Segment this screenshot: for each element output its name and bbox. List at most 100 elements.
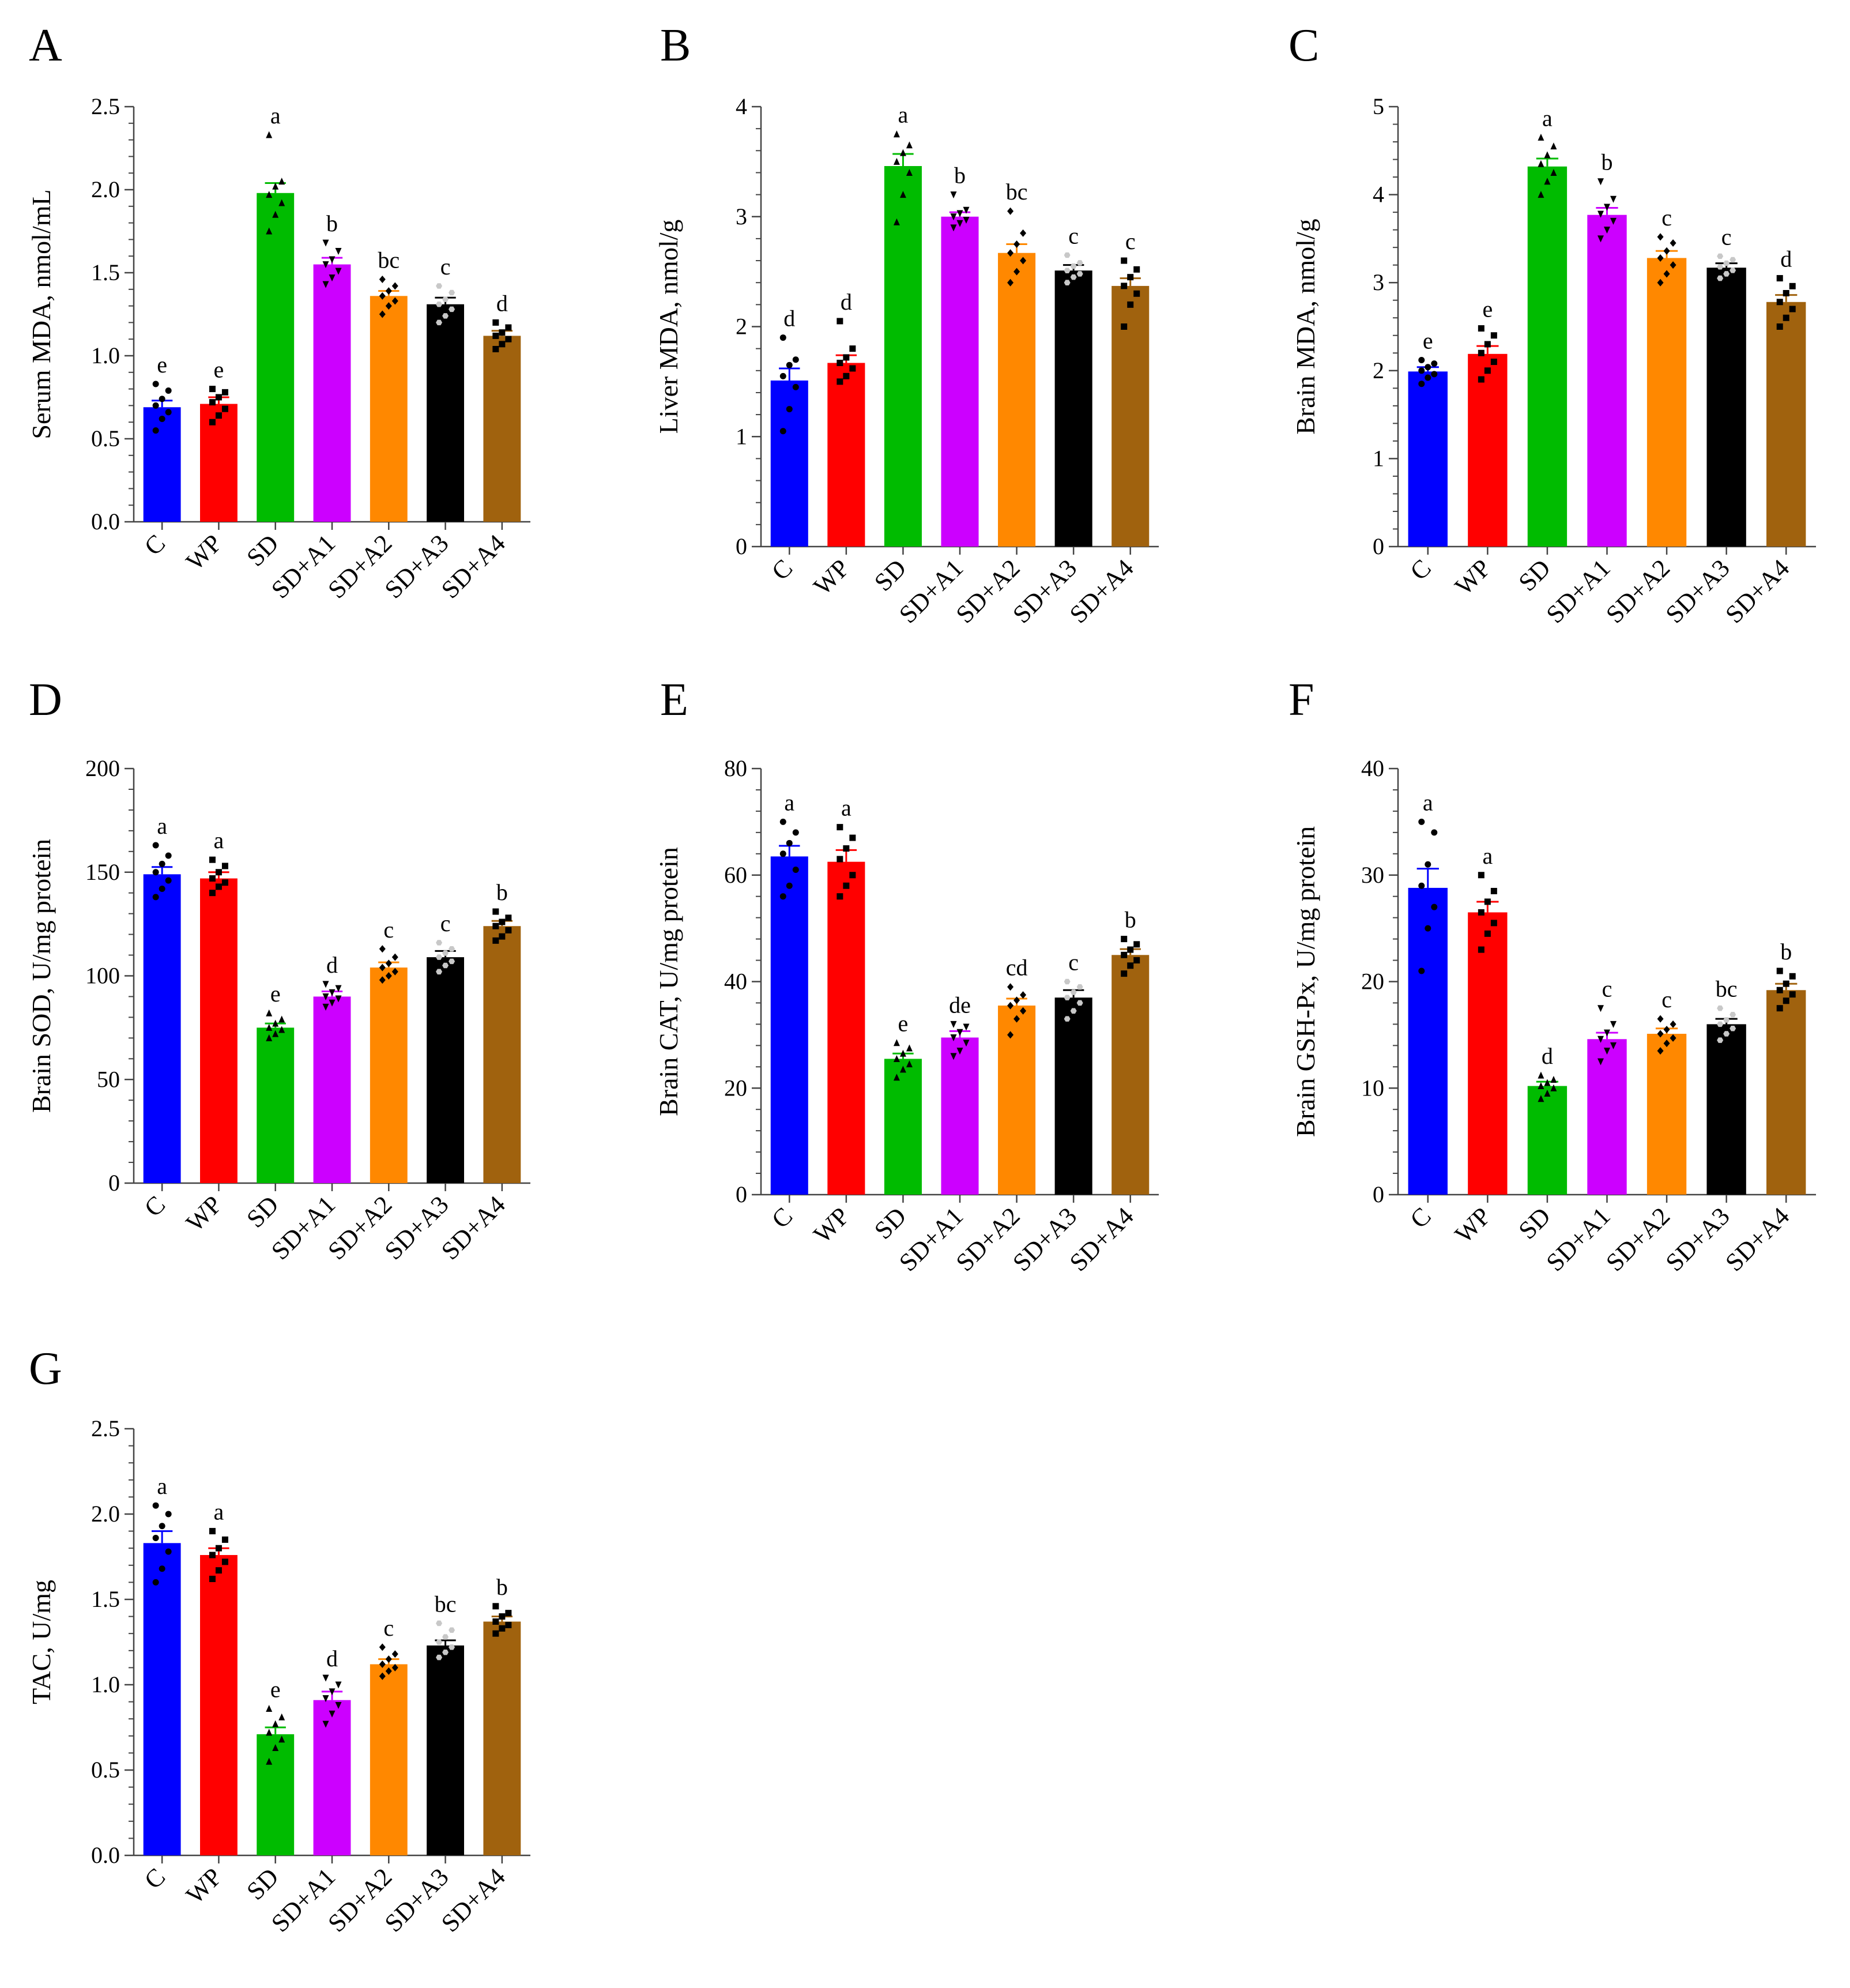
significance-letter: e bbox=[270, 981, 281, 1007]
data-point bbox=[950, 224, 957, 232]
significance-letter: d bbox=[326, 1646, 338, 1671]
data-point bbox=[385, 1667, 392, 1675]
bar-c bbox=[1408, 887, 1448, 1195]
data-point bbox=[492, 908, 499, 915]
bar-sd-a1 bbox=[313, 264, 351, 522]
data-point bbox=[391, 953, 398, 961]
data-point bbox=[492, 345, 499, 352]
data-point bbox=[1070, 1008, 1077, 1014]
y-tick-label: 2.0 bbox=[91, 176, 120, 202]
data-point bbox=[329, 1688, 336, 1696]
data-point bbox=[329, 274, 336, 282]
data-point bbox=[215, 883, 222, 890]
y-axis-title: Serum MDA, nmol/mL bbox=[27, 189, 56, 439]
data-point bbox=[335, 1702, 342, 1710]
data-point bbox=[436, 1654, 443, 1661]
data-point bbox=[266, 131, 273, 138]
data-point bbox=[1776, 987, 1783, 993]
data-point bbox=[322, 239, 329, 247]
bar-sd-a2 bbox=[1646, 258, 1687, 547]
data-point bbox=[272, 1019, 279, 1027]
data-point bbox=[152, 1534, 159, 1541]
data-point bbox=[1604, 204, 1610, 211]
data-point bbox=[1490, 887, 1497, 894]
data-point bbox=[899, 1049, 906, 1057]
y-tick-label: 40 bbox=[724, 969, 747, 995]
significance-letter: d bbox=[326, 952, 338, 978]
data-point bbox=[278, 178, 285, 185]
data-point bbox=[1007, 249, 1014, 257]
data-point bbox=[1723, 1031, 1730, 1037]
data-point bbox=[492, 937, 499, 944]
y-tick-label: 5 bbox=[1373, 93, 1384, 119]
data-point bbox=[1550, 1075, 1557, 1083]
data-point bbox=[209, 856, 216, 863]
data-point bbox=[779, 372, 786, 379]
bar-sd-a2 bbox=[370, 1664, 408, 1855]
data-point bbox=[1789, 973, 1796, 980]
significance-letter: c bbox=[1125, 228, 1136, 254]
data-point bbox=[1597, 235, 1604, 243]
data-point bbox=[1013, 240, 1020, 248]
significance-letter: c bbox=[1068, 950, 1079, 976]
bar-sd-a2 bbox=[998, 253, 1036, 547]
data-point bbox=[1007, 207, 1014, 215]
data-point bbox=[1717, 275, 1724, 281]
data-point bbox=[837, 893, 843, 900]
data-point bbox=[1538, 1095, 1544, 1102]
significance-letter: a bbox=[157, 813, 167, 839]
data-point bbox=[963, 206, 970, 214]
data-point bbox=[1425, 364, 1431, 371]
data-point bbox=[1723, 271, 1730, 277]
data-point bbox=[165, 409, 172, 416]
significance-letter: b bbox=[326, 210, 338, 236]
data-point bbox=[786, 882, 793, 889]
y-axis-title: Brain CAT, U/mg protein bbox=[654, 847, 683, 1116]
data-point bbox=[329, 999, 336, 1007]
data-point bbox=[391, 297, 398, 305]
data-point bbox=[1064, 1016, 1071, 1022]
data-point bbox=[837, 856, 843, 863]
y-tick-label: 2.5 bbox=[91, 93, 120, 119]
data-point bbox=[1484, 367, 1491, 374]
data-point bbox=[1013, 1015, 1020, 1023]
y-tick-label: 0.5 bbox=[91, 426, 120, 451]
significance-letter: bc bbox=[1716, 976, 1738, 1002]
data-point bbox=[1121, 323, 1128, 330]
significance-letter: bc bbox=[1006, 179, 1028, 205]
bar-sd-a2 bbox=[370, 296, 408, 522]
data-point bbox=[266, 1729, 273, 1736]
y-tick-label: 3 bbox=[1373, 269, 1384, 295]
data-point bbox=[1076, 1000, 1083, 1006]
significance-letter: a bbox=[157, 1473, 167, 1499]
bar-sd-a1 bbox=[941, 1037, 979, 1195]
y-tick-label: 3 bbox=[736, 204, 747, 229]
data-point bbox=[893, 1039, 900, 1046]
data-point bbox=[779, 850, 786, 857]
data-point bbox=[379, 963, 386, 972]
data-point bbox=[266, 1704, 273, 1712]
data-point bbox=[837, 378, 843, 385]
significance-letter: e bbox=[214, 357, 224, 383]
data-point bbox=[165, 852, 172, 859]
data-point bbox=[322, 1695, 329, 1703]
data-point bbox=[221, 1558, 228, 1565]
data-point bbox=[492, 319, 499, 326]
data-point bbox=[221, 863, 228, 869]
panel-letter: B bbox=[660, 20, 691, 71]
data-point bbox=[1431, 829, 1438, 836]
data-point bbox=[1776, 275, 1783, 282]
data-point bbox=[1544, 151, 1551, 159]
data-point bbox=[1776, 1005, 1783, 1012]
data-point bbox=[1657, 233, 1664, 241]
data-point bbox=[436, 1620, 443, 1626]
data-point bbox=[1478, 325, 1484, 332]
bar-sd-a4 bbox=[1111, 285, 1150, 547]
data-point bbox=[849, 872, 856, 879]
y-tick-label: 20 bbox=[724, 1075, 747, 1101]
significance-letter: a bbox=[1423, 789, 1433, 815]
data-point bbox=[1610, 1042, 1617, 1049]
data-point bbox=[893, 218, 900, 225]
data-point bbox=[1127, 301, 1134, 308]
data-point bbox=[950, 191, 957, 199]
